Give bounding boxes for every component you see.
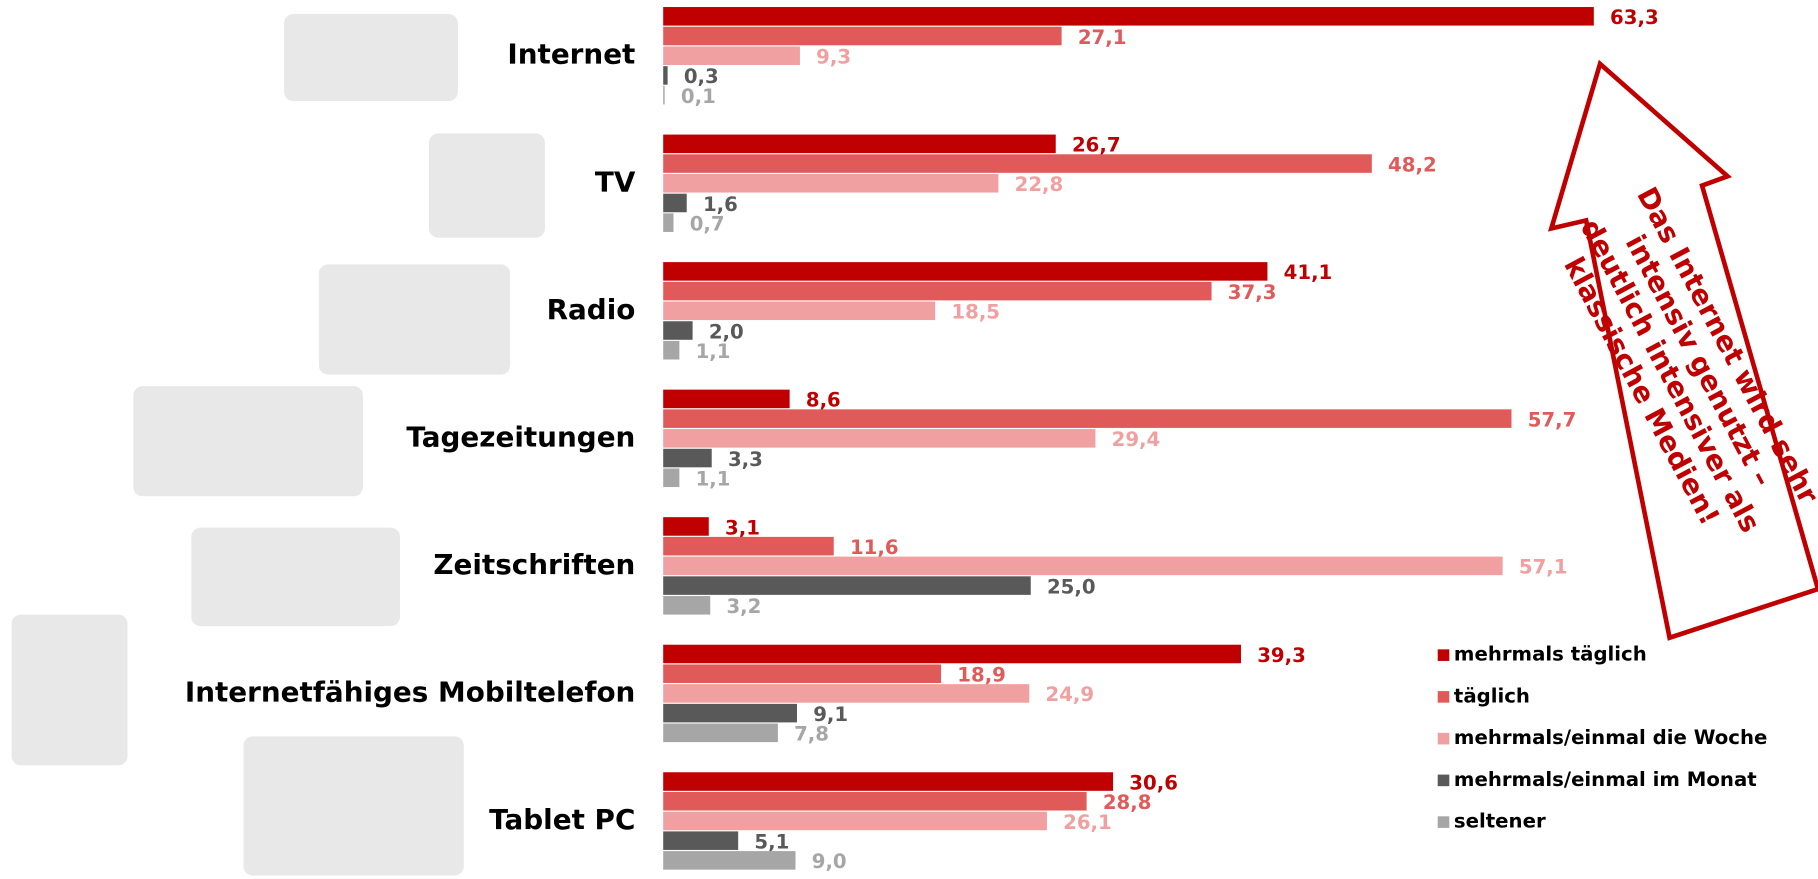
bar: [663, 556, 1503, 576]
value-label: 63,3: [1610, 6, 1659, 29]
bar: [663, 811, 1047, 831]
bar: [663, 536, 834, 556]
bar: [663, 7, 1594, 26]
bar: [663, 576, 1031, 595]
category-label: Tablet PC: [489, 803, 635, 836]
value-label: 57,7: [1528, 408, 1577, 431]
annotation-arrow: [1547, 59, 1818, 641]
bar: [663, 154, 1372, 173]
bar: [663, 173, 999, 193]
value-label: 2,0: [709, 320, 744, 343]
value-label: 26,1: [1063, 811, 1112, 834]
value-label: 0,7: [690, 213, 725, 236]
value-label: 28,8: [1103, 791, 1152, 814]
value-label: 39,3: [1257, 644, 1306, 667]
value-label: 57,1: [1519, 556, 1568, 579]
value-label: 7,8: [794, 723, 829, 746]
legend-label: seltener: [1454, 810, 1546, 833]
value-label: 37,3: [1228, 281, 1277, 304]
bar: [663, 66, 668, 85]
bar: [663, 448, 712, 468]
legend-swatch: [1437, 774, 1450, 787]
bar: [663, 26, 1062, 46]
category-image: [133, 386, 363, 497]
value-label: 1,1: [696, 340, 731, 363]
value-label: 24,9: [1046, 683, 1095, 706]
value-label: 0,1: [681, 85, 716, 108]
bar: [663, 321, 693, 340]
bar: [663, 46, 800, 66]
legend-swatch: [1437, 691, 1450, 703]
value-label: 9,3: [816, 46, 851, 69]
bar: [663, 772, 1114, 791]
bar: [663, 791, 1087, 811]
value-label: 26,7: [1072, 134, 1121, 157]
legend-label: mehrmals/einmal die Woche: [1454, 726, 1767, 749]
value-label: 29,4: [1112, 428, 1161, 451]
value-label: 1,1: [696, 468, 731, 491]
value-label: 8,6: [806, 389, 841, 412]
bar: [663, 409, 1512, 428]
bar: [663, 281, 1212, 301]
bar: [663, 193, 687, 213]
bar: [663, 703, 797, 723]
bar: [663, 723, 778, 743]
legend-label: mehrmals/einmal im Monat: [1454, 768, 1757, 791]
value-label: 3,3: [728, 448, 763, 471]
legend-label: täglich: [1454, 684, 1530, 707]
category-label: TV: [595, 165, 636, 198]
category-label: Internet: [507, 38, 635, 71]
bar: [663, 517, 709, 536]
category-image: [318, 264, 511, 375]
legend-swatch: [1437, 732, 1450, 745]
value-label: 27,1: [1078, 26, 1127, 49]
bar: [663, 429, 1096, 448]
bar: [663, 389, 790, 409]
value-label: 18,5: [951, 301, 1000, 324]
value-label: 18,9: [957, 664, 1006, 687]
category-label: Tagezeitungen: [406, 420, 635, 453]
value-label: 48,2: [1388, 153, 1437, 176]
value-label: 5,1: [754, 830, 789, 853]
bar: [663, 340, 680, 360]
category-image: [11, 614, 128, 766]
bar: [663, 262, 1268, 281]
value-label: 1,6: [703, 193, 738, 216]
category-image: [428, 133, 545, 238]
bar: [663, 664, 942, 683]
value-label: 3,1: [725, 516, 760, 539]
value-label: 9,0: [812, 850, 847, 873]
value-label: 22,8: [1015, 173, 1064, 196]
bar: [663, 468, 680, 488]
value-label: 30,6: [1129, 771, 1178, 794]
category-image: [284, 13, 458, 101]
value-label: 25,0: [1047, 575, 1096, 598]
category-label: Radio: [547, 293, 636, 326]
bar: [663, 851, 796, 870]
bar: [663, 596, 711, 615]
value-label: 9,1: [813, 703, 848, 726]
category-image: [243, 736, 464, 876]
legend-label: mehrmals täglich: [1454, 643, 1647, 666]
category-image: [191, 527, 401, 627]
legend-swatch: [1437, 649, 1450, 661]
bar: [663, 684, 1030, 703]
category-label: Zeitschriften: [433, 548, 635, 581]
value-label: 0,3: [684, 65, 719, 88]
bar: [663, 831, 739, 850]
bar: [663, 85, 665, 105]
bar: [663, 301, 936, 321]
bar: [663, 644, 1241, 664]
bar: [663, 134, 1056, 154]
bar: [663, 213, 674, 232]
value-label: 41,1: [1284, 261, 1333, 284]
category-label: Internetfähiges Mobiltelefon: [185, 675, 636, 708]
value-label: 11,6: [850, 536, 899, 559]
value-label: 3,2: [726, 595, 761, 618]
legend-swatch: [1437, 816, 1450, 828]
